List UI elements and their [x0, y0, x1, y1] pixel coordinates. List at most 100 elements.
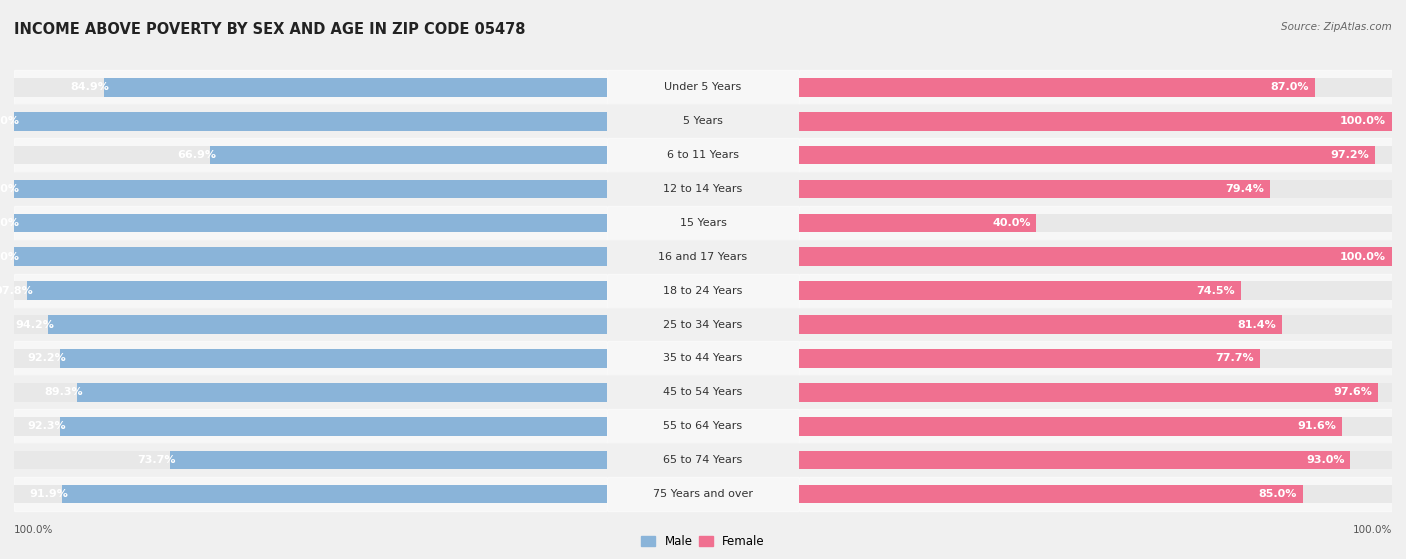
Bar	[606, 443, 800, 477]
Bar	[800, 307, 1392, 342]
Bar	[800, 383, 1378, 401]
Bar	[14, 172, 606, 206]
Bar	[800, 180, 1270, 198]
Bar	[606, 307, 800, 342]
Bar	[800, 485, 1392, 503]
Bar	[800, 417, 1392, 435]
Text: Source: ZipAtlas.com: Source: ZipAtlas.com	[1281, 22, 1392, 32]
Bar	[14, 383, 606, 401]
Bar	[800, 146, 1375, 164]
Text: 91.6%: 91.6%	[1298, 421, 1336, 431]
Text: 92.2%: 92.2%	[28, 353, 66, 363]
Bar	[14, 281, 606, 300]
Text: INCOME ABOVE POVERTY BY SEX AND AGE IN ZIP CODE 05478: INCOME ABOVE POVERTY BY SEX AND AGE IN Z…	[14, 22, 526, 37]
Bar	[60, 349, 606, 368]
Bar	[606, 342, 800, 376]
Text: 100.0%: 100.0%	[1353, 525, 1392, 536]
Bar	[800, 349, 1392, 368]
Text: 25 to 34 Years: 25 to 34 Years	[664, 320, 742, 330]
Text: 100.0%: 100.0%	[0, 252, 20, 262]
Bar	[14, 112, 606, 131]
Bar	[606, 240, 800, 274]
Text: 100.0%: 100.0%	[14, 525, 53, 536]
Text: 100.0%: 100.0%	[1340, 116, 1386, 126]
Bar	[800, 281, 1392, 300]
Text: 93.0%: 93.0%	[1306, 455, 1344, 465]
Text: 65 to 74 Years: 65 to 74 Years	[664, 455, 742, 465]
Bar	[800, 315, 1282, 334]
Bar	[14, 349, 606, 368]
Bar	[800, 417, 1343, 435]
Bar	[800, 376, 1392, 409]
Text: 89.3%: 89.3%	[45, 387, 83, 397]
Bar	[14, 214, 606, 232]
Bar	[800, 172, 1392, 206]
Text: 94.2%: 94.2%	[15, 320, 55, 330]
Text: 5 Years: 5 Years	[683, 116, 723, 126]
Text: 100.0%: 100.0%	[0, 116, 20, 126]
Text: 97.8%: 97.8%	[0, 286, 32, 296]
Bar	[800, 477, 1392, 511]
Bar	[14, 409, 606, 443]
Bar	[14, 376, 606, 409]
Bar	[800, 112, 1392, 131]
Bar	[800, 349, 1260, 368]
Bar	[800, 485, 1303, 503]
Bar	[800, 138, 1392, 172]
Text: 91.9%: 91.9%	[30, 489, 67, 499]
Bar	[606, 70, 800, 105]
Text: 66.9%: 66.9%	[177, 150, 217, 160]
Bar	[800, 214, 1392, 232]
Bar	[800, 70, 1392, 105]
Text: 100.0%: 100.0%	[0, 218, 20, 228]
Text: 73.7%: 73.7%	[138, 455, 176, 465]
Bar	[14, 248, 606, 266]
Text: 12 to 14 Years: 12 to 14 Years	[664, 184, 742, 194]
Text: 45 to 54 Years: 45 to 54 Years	[664, 387, 742, 397]
Bar	[800, 180, 1392, 198]
Text: 87.0%: 87.0%	[1271, 82, 1309, 92]
Bar	[606, 105, 800, 138]
Bar	[14, 315, 606, 334]
Bar	[48, 315, 606, 334]
Text: 6 to 11 Years: 6 to 11 Years	[666, 150, 740, 160]
Text: 79.4%: 79.4%	[1225, 184, 1264, 194]
Text: 81.4%: 81.4%	[1237, 320, 1275, 330]
Text: 18 to 24 Years: 18 to 24 Years	[664, 286, 742, 296]
Bar	[800, 78, 1315, 97]
Text: 84.9%: 84.9%	[70, 82, 110, 92]
Bar	[800, 78, 1392, 97]
Bar	[800, 274, 1392, 307]
Bar	[14, 70, 606, 105]
Text: Under 5 Years: Under 5 Years	[665, 82, 741, 92]
Bar	[14, 485, 606, 503]
Bar	[606, 477, 800, 511]
Bar	[170, 451, 606, 470]
Bar	[800, 342, 1392, 376]
Text: 75 Years and over: 75 Years and over	[652, 489, 754, 499]
Bar	[14, 417, 606, 435]
Bar	[14, 240, 606, 274]
Bar	[14, 180, 606, 198]
Bar	[104, 78, 606, 97]
Bar	[14, 248, 606, 266]
Bar	[606, 376, 800, 409]
Bar	[800, 383, 1392, 401]
Text: 77.7%: 77.7%	[1215, 353, 1254, 363]
Bar	[800, 146, 1392, 164]
Text: 15 Years: 15 Years	[679, 218, 727, 228]
Text: 40.0%: 40.0%	[993, 218, 1031, 228]
Bar	[606, 274, 800, 307]
Bar	[606, 206, 800, 240]
Text: 85.0%: 85.0%	[1258, 489, 1298, 499]
Bar	[800, 443, 1392, 477]
Text: 16 and 17 Years: 16 and 17 Years	[658, 252, 748, 262]
Bar	[800, 451, 1392, 470]
Text: 92.3%: 92.3%	[27, 421, 66, 431]
Bar	[606, 172, 800, 206]
Bar	[62, 485, 606, 503]
Bar	[800, 281, 1241, 300]
Bar	[14, 214, 606, 232]
Bar	[800, 248, 1392, 266]
Bar	[800, 105, 1392, 138]
